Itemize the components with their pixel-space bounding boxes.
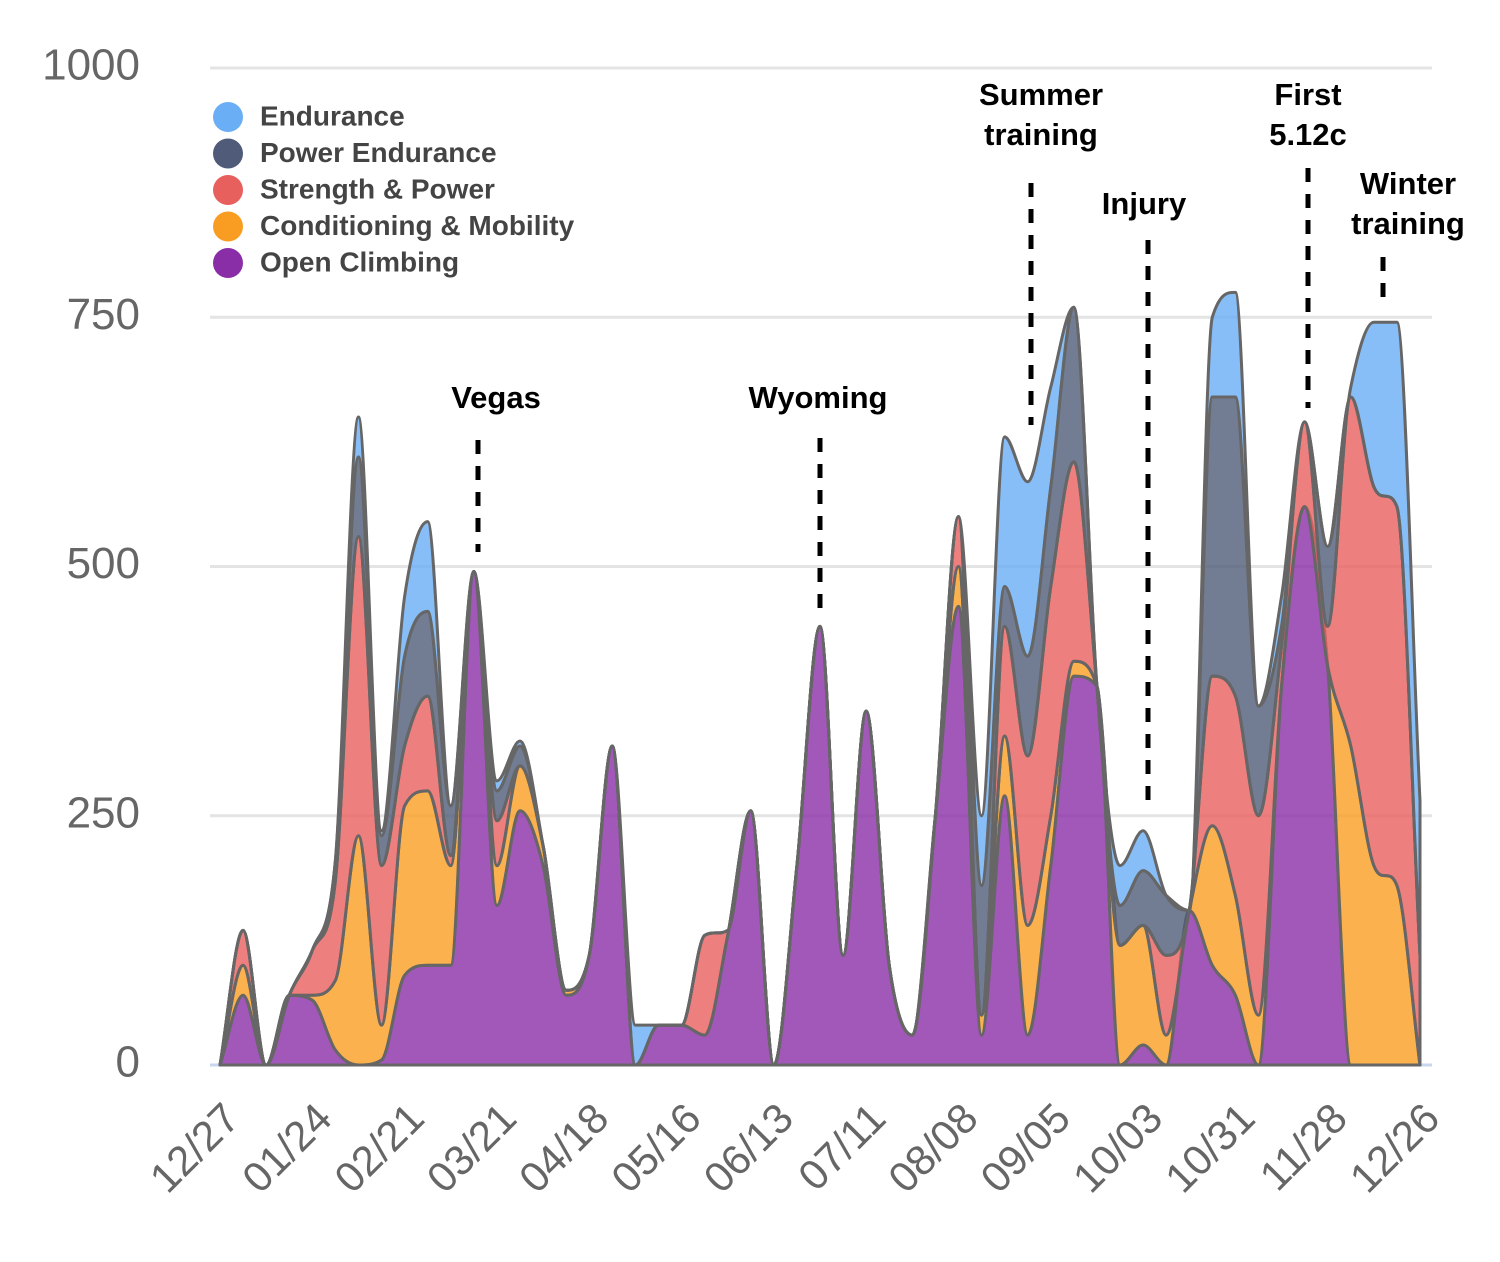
area <box>218 290 1422 1067</box>
x-tick-label: 12/26 <box>1341 1094 1449 1202</box>
x-tick-label: 08/08 <box>879 1094 987 1202</box>
x-tick-label: 05/16 <box>602 1094 710 1202</box>
x-tick-label: 10/03 <box>1064 1094 1172 1202</box>
annotation-label: First <box>1274 77 1341 112</box>
legend-swatch <box>213 211 243 242</box>
annotation-label: training <box>984 117 1098 152</box>
legend-label: Open Climbing <box>260 246 459 277</box>
x-tick-label: 03/21 <box>418 1094 526 1202</box>
legend-label: Endurance <box>260 100 405 131</box>
annotation-label: 5.12c <box>1269 117 1347 152</box>
legend-swatch <box>213 102 243 132</box>
legend-swatch <box>213 175 243 205</box>
x-tick-label: 12/27 <box>141 1094 249 1202</box>
x-tick-label: 07/11 <box>789 1094 894 1199</box>
annotation-label: Summer <box>979 77 1103 112</box>
annotation-label: Injury <box>1102 186 1187 221</box>
x-tick-label: 10/31 <box>1156 1094 1264 1202</box>
legend-label: Power Endurance <box>260 137 497 168</box>
y-tick-label: 1000 <box>42 41 140 90</box>
annotation-label: Vegas <box>451 380 541 415</box>
annotation-label: Wyoming <box>749 380 888 415</box>
y-tick-label: 250 <box>67 788 140 837</box>
x-tick-label: 02/21 <box>325 1094 433 1202</box>
annotation-label: training <box>1351 206 1465 241</box>
annotation-label: Winter <box>1360 166 1456 201</box>
y-tick-label: 0 <box>116 1038 140 1087</box>
legend-label: Conditioning & Mobility <box>260 210 575 241</box>
x-tick-label: 01/24 <box>233 1094 341 1202</box>
x-tick-label: 04/18 <box>510 1094 618 1202</box>
legend-swatch <box>213 138 243 169</box>
y-tick-label: 500 <box>67 539 140 588</box>
y-tick-label: 750 <box>67 290 140 339</box>
legend-swatch <box>213 248 243 278</box>
x-tick-label: 06/13 <box>694 1094 802 1202</box>
x-tick-label: 11/28 <box>1251 1094 1356 1199</box>
legend-label: Strength & Power <box>260 173 495 204</box>
x-tick-label: 09/05 <box>971 1094 1079 1202</box>
